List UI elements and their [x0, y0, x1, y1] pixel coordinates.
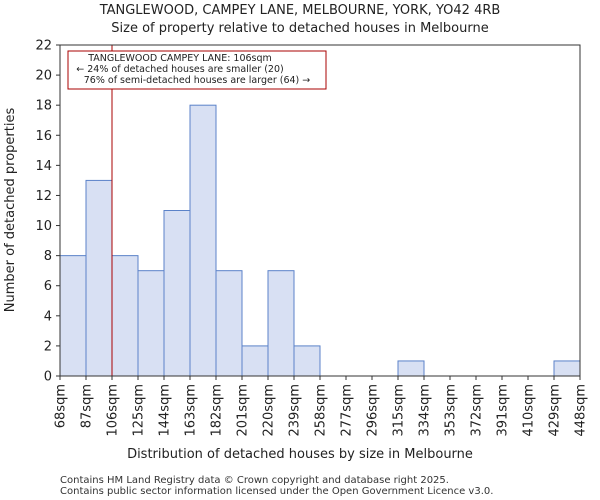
y-tick-label: 8	[44, 249, 52, 264]
annotation-line-3: 76% of semi-detached houses are larger (…	[84, 75, 311, 86]
x-ticks-group: 68sqm 87sqm 106sqm 125sqm 144sqm 163sqm 182sqm…	[54, 376, 589, 437]
y-tick-label: 6	[44, 279, 52, 294]
y-tick-label: 12	[35, 189, 52, 204]
x-tick-label: 239sqm	[288, 384, 303, 437]
y-tick-label: 18	[35, 99, 52, 114]
bar-429sqm	[554, 361, 580, 376]
footer-line-1: Contains HM Land Registry data © Crown c…	[60, 475, 449, 486]
bar-220sqm	[268, 271, 294, 376]
x-tick-label: 87sqm	[80, 384, 95, 428]
annotation-line-2: ← 24% of detached houses are smaller (20…	[76, 64, 283, 75]
x-tick-label: 125sqm	[132, 384, 147, 437]
x-tick-label: 277sqm	[340, 384, 355, 437]
y-tick-label: 2	[44, 339, 52, 354]
y-tick-label: 16	[35, 129, 52, 144]
x-tick-label: 201sqm	[236, 384, 251, 437]
x-tick-label: 353sqm	[444, 384, 459, 437]
y-tick-label: 20	[35, 69, 52, 84]
bar-239sqm	[294, 346, 320, 376]
bar-201sqm	[242, 346, 268, 376]
histogram-chart: TANGLEWOOD, CAMPEY LANE, MELBOURNE, YORK…	[0, 0, 600, 500]
x-tick-label: 372sqm	[470, 384, 485, 437]
chart-subtitle: Size of property relative to detached ho…	[111, 21, 488, 36]
x-tick-label: 163sqm	[184, 384, 199, 437]
bar-182sqm	[216, 271, 242, 376]
bar-163sqm	[190, 105, 216, 376]
y-tick-label: 0	[44, 370, 52, 385]
footer-line-2: Contains public sector information licen…	[60, 486, 493, 497]
x-tick-label: 220sqm	[262, 384, 277, 437]
y-tick-label: 22	[35, 39, 52, 54]
y-tick-label: 4	[44, 309, 52, 324]
x-tick-label: 315sqm	[392, 384, 407, 437]
annotation-line-1: TANGLEWOOD CAMPEY LANE: 106sqm	[87, 53, 272, 64]
x-tick-label: 182sqm	[210, 384, 225, 437]
x-axis-label: Distribution of detached houses by size …	[127, 447, 473, 462]
x-tick-label: 429sqm	[548, 384, 563, 437]
x-tick-label: 106sqm	[106, 384, 121, 437]
bar-144sqm	[164, 211, 190, 377]
y-axis-label: Number of detached properties	[3, 108, 18, 313]
y-tick-label: 10	[35, 219, 52, 234]
x-tick-label: 296sqm	[366, 384, 381, 437]
bar-87sqm	[86, 180, 112, 376]
x-tick-label: 448sqm	[574, 384, 589, 437]
y-ticks-group: 0 2 4 6 8 10 12 14 16 18 20 22	[35, 39, 60, 385]
bars-group	[60, 105, 580, 376]
x-tick-label: 410sqm	[522, 384, 537, 437]
y-tick-label: 14	[35, 159, 52, 174]
x-tick-label: 144sqm	[158, 384, 173, 437]
x-tick-label: 391sqm	[496, 384, 511, 437]
x-tick-label: 68sqm	[54, 384, 69, 428]
x-tick-label: 334sqm	[418, 384, 433, 437]
bar-125sqm	[138, 271, 164, 376]
bar-68sqm	[60, 256, 86, 376]
bar-315sqm	[398, 361, 424, 376]
x-tick-label: 258sqm	[314, 384, 329, 437]
bar-106sqm	[112, 256, 138, 376]
chart-title: TANGLEWOOD, CAMPEY LANE, MELBOURNE, YORK…	[99, 3, 501, 18]
